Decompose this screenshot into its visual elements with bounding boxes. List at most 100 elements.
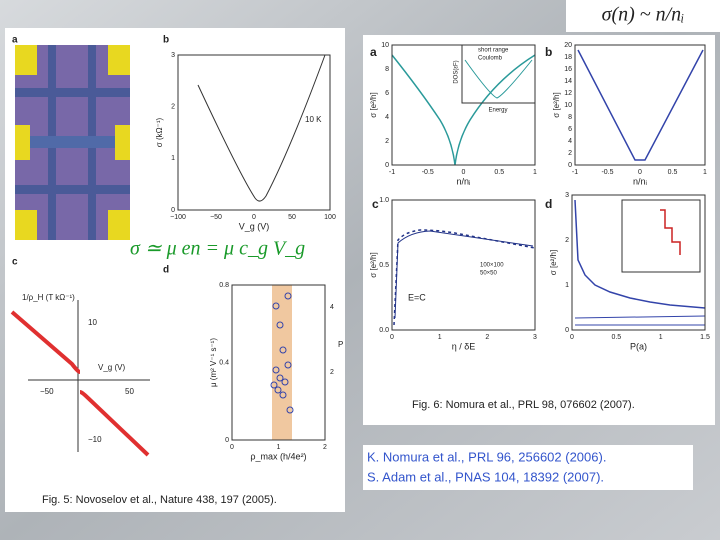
legend-entry: short range — [478, 48, 509, 54]
x-tick-label: 0 — [462, 169, 466, 176]
reference: K. Nomura et al., PRL 96, 256602 (2006). — [367, 449, 606, 464]
y-tick-label: 6 — [385, 90, 389, 97]
curve — [10, 310, 150, 457]
x-tick-label: -0.5 — [601, 169, 613, 176]
plot-frame — [391, 44, 536, 166]
y-tick-label: 20 — [564, 42, 572, 49]
y-tick-label: 14 — [564, 78, 572, 85]
y-tick-label: 0.4 — [219, 359, 229, 366]
panel-label: d — [545, 197, 552, 211]
y-tick-label: 0 — [171, 207, 175, 214]
y-tick-label: 2 — [568, 150, 572, 157]
right-panel — [363, 35, 715, 425]
x-tick-label: 1 — [533, 169, 537, 176]
panel-label: a — [370, 45, 377, 59]
caption: Fig. 5: Novoselov et al., Nature 438, 19… — [42, 494, 277, 506]
y2-axis-label: P — [338, 340, 343, 349]
x-axis-label: ρ_max (h/4e²) — [250, 451, 306, 461]
annotation: E=C — [408, 292, 426, 302]
x-axis-label: V_g (V) — [239, 221, 270, 231]
y-tick-label: 1 — [565, 282, 569, 289]
x-tick-label: 0.5 — [494, 169, 504, 176]
y-tick-label: 2 — [565, 237, 569, 244]
plot-frame — [571, 194, 706, 331]
panel-label: b — [545, 45, 552, 59]
equation: σ ≃ μ en = μ c_g V_g — [130, 238, 305, 260]
points — [270, 292, 294, 414]
y-tick-label: 0 — [225, 437, 229, 444]
equation-box — [566, 0, 720, 32]
inset-curve — [464, 59, 533, 99]
x-tick-label: 0 — [570, 334, 574, 341]
y2-tick-label: 2 — [330, 369, 334, 376]
legend-entry: 50×50 — [480, 271, 498, 277]
y-axis-label: 1/ρ_H (T kΩ⁻¹) — [22, 293, 75, 302]
x-tick-label: 3 — [533, 334, 537, 341]
x-tick-label: 1.5 — [700, 334, 710, 341]
y-axis-label: σ [e²/h] — [369, 92, 378, 117]
legend-entry: Coulomb — [478, 56, 503, 62]
curve — [393, 229, 536, 326]
y-tick-label: 8 — [385, 66, 389, 73]
y-tick-label: 4 — [385, 114, 389, 121]
plot-frame — [391, 199, 536, 331]
y-axis-label: σ [e²/h] — [549, 250, 558, 275]
x-tick-label: 1 — [703, 169, 707, 176]
curve — [197, 54, 326, 202]
inset-label: Energy — [488, 108, 507, 114]
y-tick-label: 12 — [564, 90, 572, 97]
curve — [574, 199, 706, 309]
x-axis-label: V_g (V) — [98, 363, 125, 372]
y-tick-label: 4 — [568, 138, 572, 145]
y-tick-label: −10 — [88, 435, 102, 444]
x-tick-label: 1 — [277, 444, 281, 451]
equation: σ(n) ~ n/nᵢ — [602, 4, 685, 26]
x-tick-label: 50 — [125, 387, 134, 396]
y-tick-label: 10 — [564, 102, 572, 109]
x-axis-label: P(a) — [630, 341, 647, 351]
inset-label: DOS(εF) — [454, 60, 460, 83]
y-tick-label: 18 — [564, 54, 572, 61]
y-tick-label: 16 — [564, 66, 572, 73]
reference-box — [363, 445, 693, 490]
plot-frame — [574, 44, 706, 166]
x-tick-label: 0 — [390, 334, 394, 341]
y-tick-label: 10 — [88, 318, 97, 327]
y-axis-label: σ (kΩ⁻¹) — [155, 117, 164, 147]
x-axis-label: n/nᵢ — [633, 176, 647, 186]
y-tick-label: 8 — [568, 114, 572, 121]
x-tick-label: 0.5 — [668, 169, 678, 176]
y-tick-label: 0.8 — [219, 282, 229, 289]
y-tick-label: 0 — [385, 162, 389, 169]
reference: S. Adam et al., PNAS 104, 18392 (2007). — [367, 469, 604, 484]
y-tick-label: 1 — [171, 155, 175, 162]
curve — [394, 230, 534, 319]
y-tick-label: 10 — [381, 42, 389, 49]
curve — [574, 315, 706, 326]
x-tick-label: −50 — [40, 387, 54, 396]
x-tick-label: -1 — [572, 169, 578, 176]
x-tick-label: 0 — [638, 169, 642, 176]
panel-label: c — [372, 197, 379, 211]
x-tick-label: 0 — [230, 444, 234, 451]
y-tick-label: 2 — [171, 104, 175, 111]
x-tick-label: -0.5 — [422, 169, 434, 176]
panel-label: b — [163, 35, 169, 46]
y-axis-label: σ [e²/h] — [369, 252, 378, 277]
x-tick-label: −100 — [170, 214, 186, 221]
x-tick-label: 100 — [324, 214, 336, 221]
y-tick-label: 0 — [568, 162, 572, 169]
x-tick-label: 1 — [659, 334, 663, 341]
panel-label: d — [163, 265, 169, 276]
panel-label: a — [12, 35, 18, 46]
curve — [577, 49, 704, 161]
y-tick-label: 0.5 — [379, 262, 389, 269]
panel-label: c — [12, 257, 18, 268]
x-tick-label: 1 — [438, 334, 442, 341]
inset-curve — [660, 209, 681, 255]
plot-frame — [177, 54, 331, 211]
x-tick-label: -1 — [389, 169, 395, 176]
y-tick-label: 0.0 — [379, 327, 389, 334]
